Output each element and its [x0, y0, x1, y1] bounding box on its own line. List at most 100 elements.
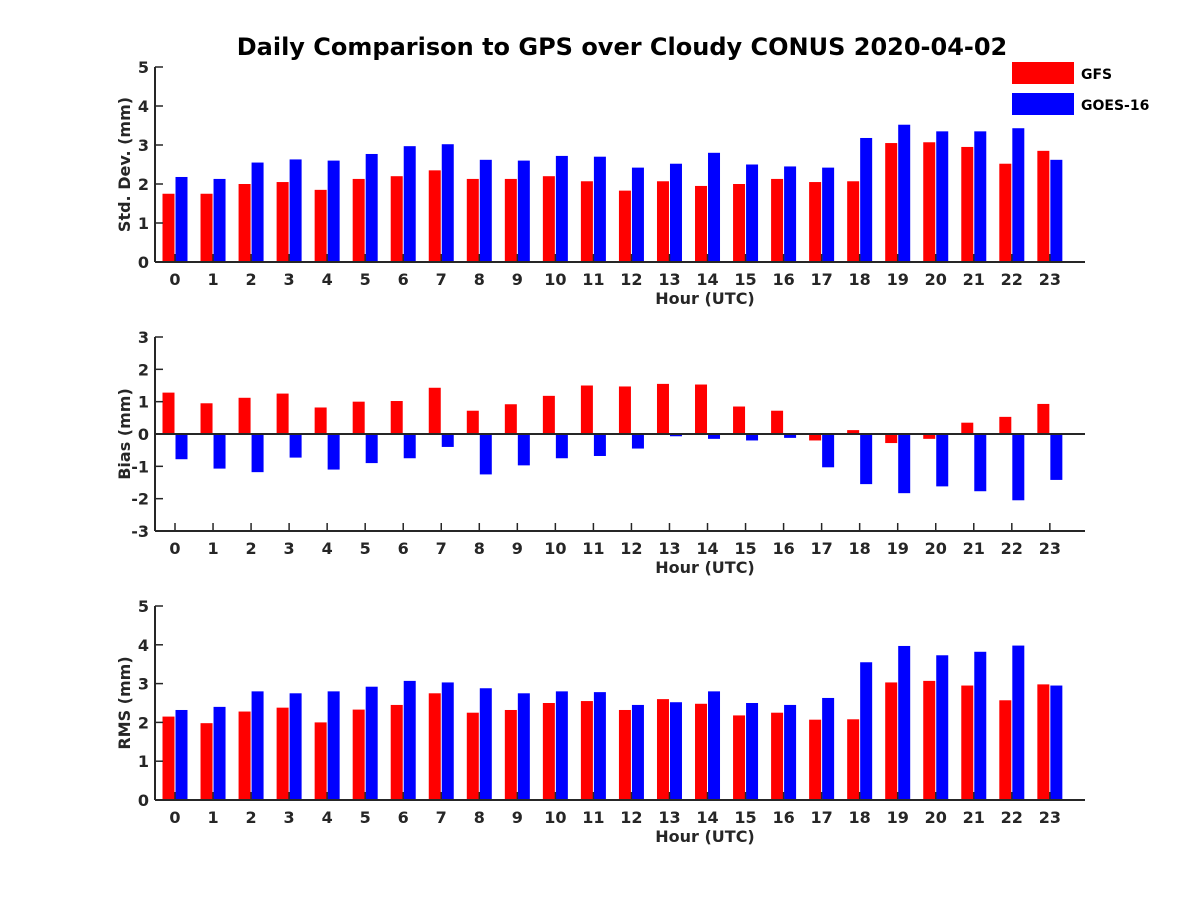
- x-tick-label: 15: [734, 270, 756, 289]
- bar-gfs-17: [809, 719, 822, 800]
- x-tick-label: 16: [772, 539, 794, 558]
- x-tick-label: 20: [925, 808, 947, 827]
- bar-goes-16-16: [784, 166, 797, 262]
- bar-goes-16-14: [708, 691, 721, 800]
- bar-gfs-17: [809, 434, 822, 441]
- x-tick-label: 1: [207, 808, 218, 827]
- bar-goes-16-10: [555, 155, 568, 262]
- bar-gfs-0: [162, 392, 175, 434]
- x-tick-label: 6: [398, 808, 409, 827]
- bar-gfs-6: [390, 401, 403, 434]
- bar-goes-16-5: [365, 153, 378, 262]
- bar-gfs-1: [200, 403, 213, 434]
- x-tick-label: 12: [620, 270, 642, 289]
- bar-goes-16-6: [403, 680, 416, 800]
- x-tick-label: 2: [246, 270, 257, 289]
- bar-gfs-2: [238, 397, 251, 434]
- legend-swatch-gfs: [1012, 62, 1074, 84]
- bar-goes-16-7: [441, 144, 454, 262]
- bar-gfs-1: [200, 723, 213, 800]
- bar-goes-16-19: [898, 434, 911, 494]
- x-tick-label: 7: [436, 808, 447, 827]
- x-tick-label: 7: [436, 270, 447, 289]
- y-tick-label: 0: [138, 253, 149, 272]
- x-tick-label: 8: [474, 808, 485, 827]
- bar-goes-16-19: [898, 645, 911, 800]
- y-tick-label: 0: [138, 425, 149, 444]
- x-tick-label: 4: [322, 270, 333, 289]
- bar-goes-16-18: [860, 434, 873, 485]
- bar-goes-16-2: [251, 434, 264, 473]
- bar-gfs-23: [1037, 150, 1050, 262]
- x-tick-label: 23: [1039, 539, 1061, 558]
- x-tick-label: 18: [849, 539, 871, 558]
- x-tick-label: 20: [925, 539, 947, 558]
- bar-gfs-9: [504, 404, 517, 434]
- x-tick-label: 9: [512, 808, 523, 827]
- x-axis-title: Hour (UTC): [655, 558, 755, 577]
- y-tick-label: 3: [138, 328, 149, 347]
- bar-goes-16-16: [784, 704, 797, 800]
- bar-gfs-13: [656, 383, 669, 434]
- bar-goes-16-12: [631, 704, 644, 800]
- bar-goes-16-6: [403, 146, 416, 262]
- x-tick-label: 3: [284, 539, 295, 558]
- bar-gfs-10: [542, 395, 555, 434]
- y-tick-label: 0: [138, 791, 149, 810]
- bar-goes-16-2: [251, 691, 264, 800]
- x-tick-label: 16: [772, 808, 794, 827]
- bar-gfs-18: [847, 181, 860, 262]
- bar-goes-16-8: [479, 159, 492, 262]
- x-tick-label: 19: [887, 539, 909, 558]
- x-tick-label: 11: [582, 270, 604, 289]
- bar-gfs-22: [999, 700, 1012, 800]
- bar-goes-16-14: [708, 434, 721, 439]
- bar-gfs-15: [733, 184, 746, 262]
- bar-gfs-14: [695, 185, 708, 262]
- x-tick-label: 0: [169, 539, 180, 558]
- bar-gfs-21: [961, 146, 974, 262]
- bar-gfs-11: [580, 385, 593, 434]
- bar-gfs-12: [618, 190, 631, 262]
- x-tick-label: 12: [620, 539, 642, 558]
- bar-gfs-9: [504, 178, 517, 262]
- x-tick-label: 21: [963, 270, 985, 289]
- legend-label-goes-16: GOES-16: [1081, 98, 1149, 114]
- x-tick-label: 6: [398, 270, 409, 289]
- bar-gfs-12: [618, 386, 631, 434]
- x-tick-label: 2: [246, 539, 257, 558]
- bar-goes-16-6: [403, 434, 416, 459]
- bar-goes-16-15: [746, 164, 759, 262]
- bar-goes-16-23: [1050, 434, 1063, 480]
- bar-gfs-5: [352, 178, 365, 262]
- bar-gfs-23: [1037, 684, 1050, 800]
- x-tick-label: 5: [360, 808, 371, 827]
- x-tick-label: 10: [544, 539, 566, 558]
- x-tick-label: 22: [1001, 270, 1023, 289]
- legend-swatch-goes-16: [1012, 93, 1074, 115]
- bar-goes-16-18: [860, 662, 873, 800]
- x-tick-label: 17: [810, 270, 832, 289]
- y-tick-label: 3: [138, 675, 149, 694]
- bar-gfs-0: [162, 716, 175, 800]
- bar-gfs-2: [238, 711, 251, 800]
- bar-goes-16-11: [593, 156, 606, 262]
- x-tick-label: 23: [1039, 808, 1061, 827]
- bar-goes-16-3: [289, 434, 302, 458]
- y-tick-label: -2: [131, 490, 149, 509]
- x-tick-label: 2: [246, 808, 257, 827]
- bar-goes-16-12: [631, 434, 644, 449]
- bar-goes-16-21: [974, 434, 987, 492]
- bar-goes-16-10: [555, 434, 568, 459]
- legend: GFS GOES-16: [1012, 62, 1149, 115]
- bar-gfs-19: [885, 682, 898, 800]
- bar-goes-16-7: [441, 434, 454, 447]
- bar-goes-16-4: [327, 160, 340, 262]
- y-tick-label: 2: [138, 360, 149, 379]
- bar-gfs-19: [885, 434, 898, 444]
- bar-goes-16-0: [175, 176, 188, 262]
- bar-gfs-20: [923, 142, 936, 262]
- bar-goes-16-14: [708, 152, 721, 262]
- x-tick-label: 9: [512, 270, 523, 289]
